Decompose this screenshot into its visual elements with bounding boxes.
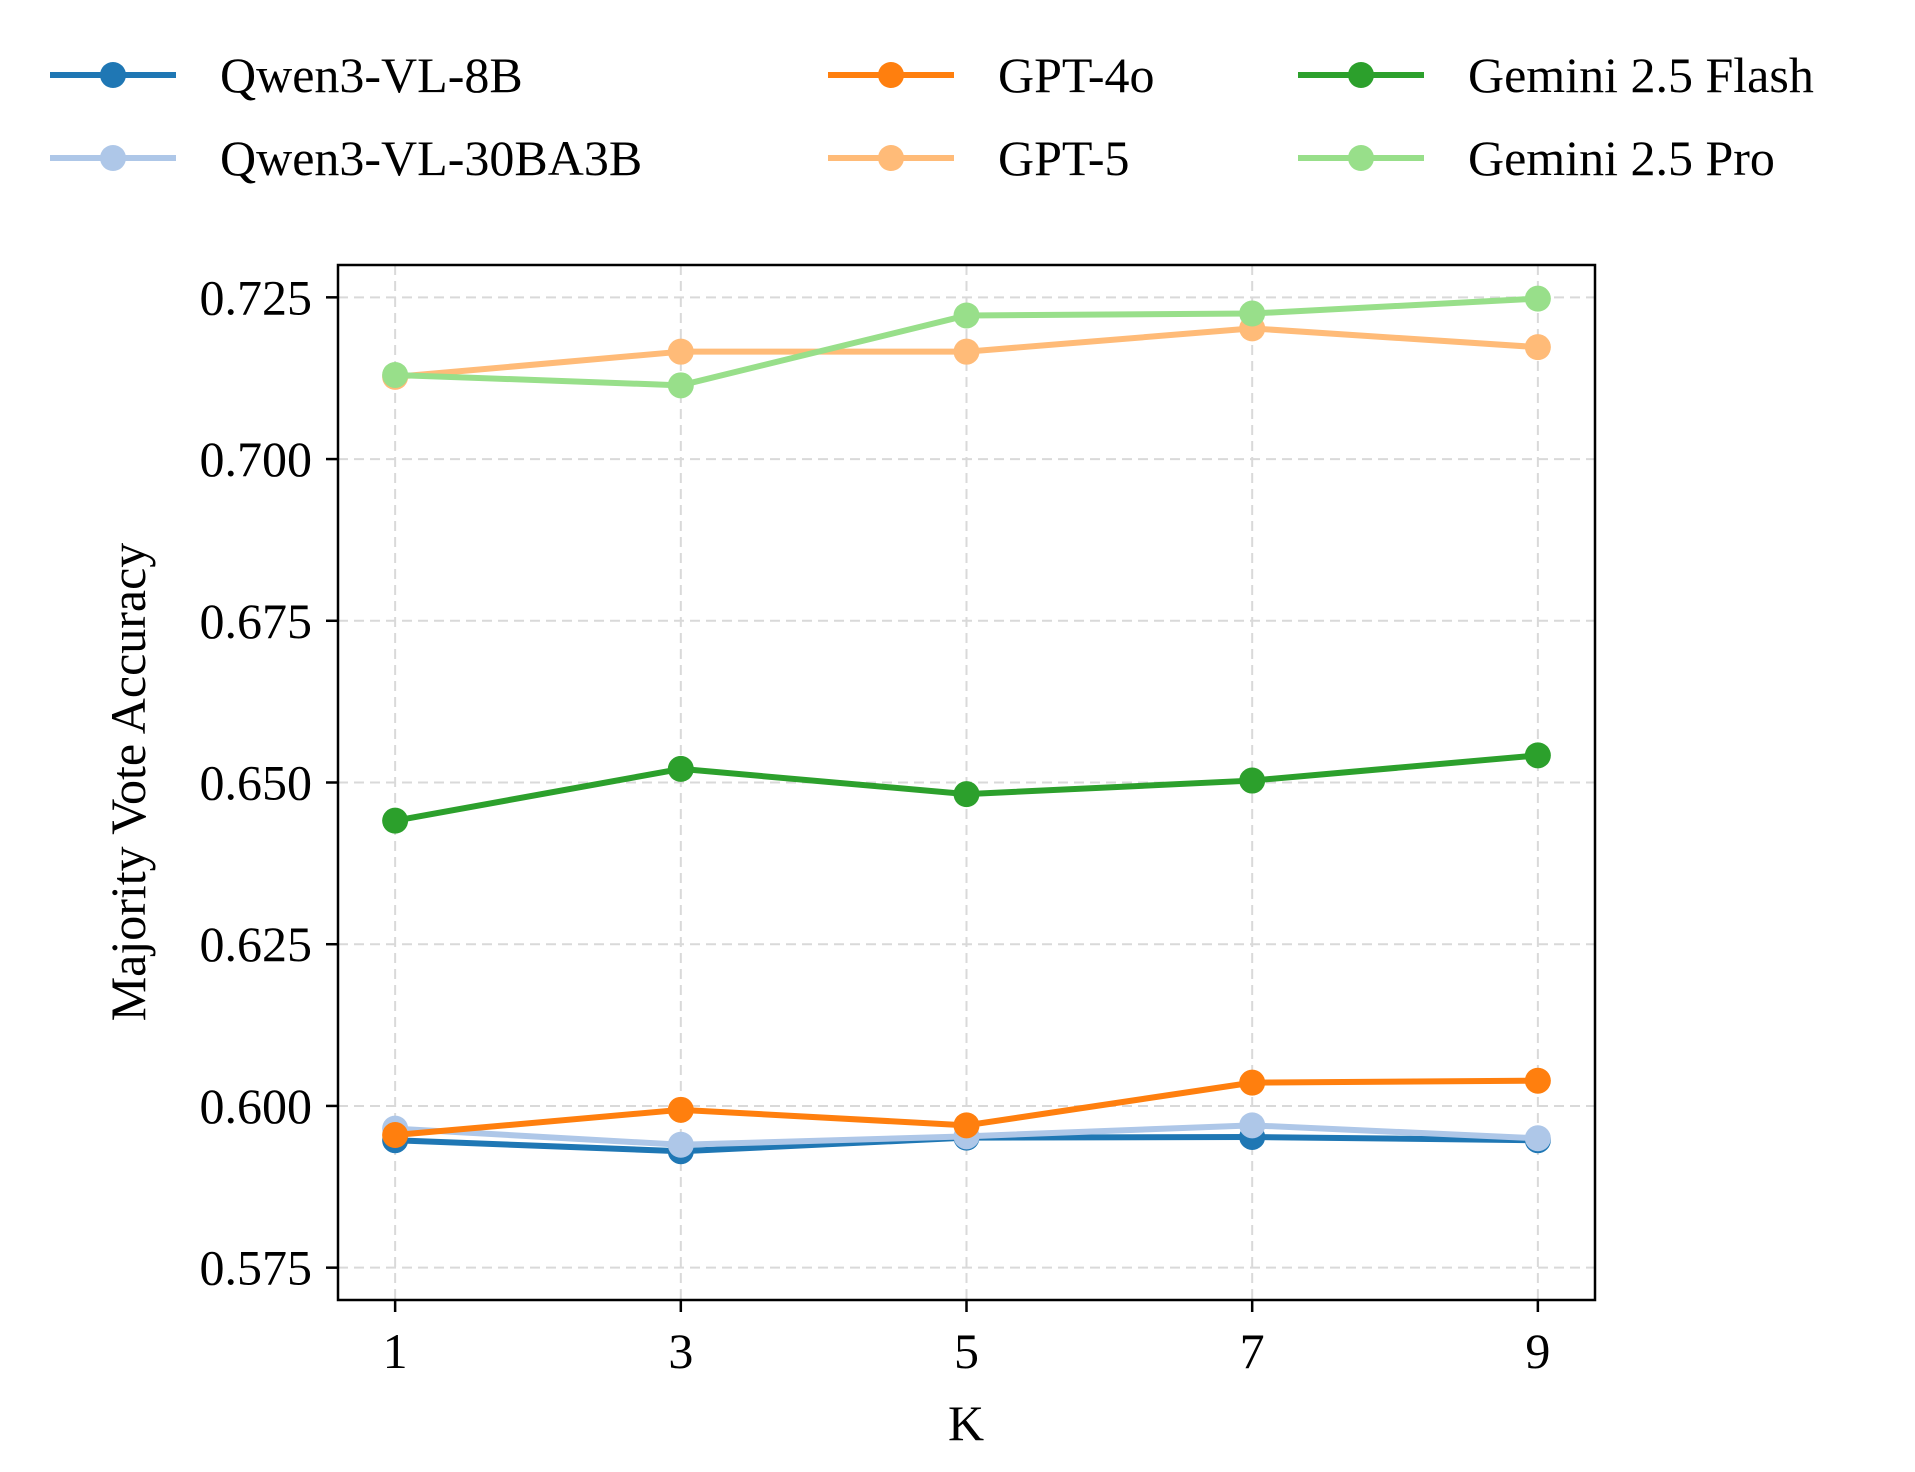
data-point (1524, 742, 1551, 769)
data-point (1239, 767, 1266, 794)
x-tick-label: 9 (1525, 1323, 1550, 1379)
series-gemini-2-5-flash (382, 742, 1551, 834)
data-point (1524, 334, 1551, 361)
x-tick-label: 5 (954, 1323, 979, 1379)
data-point (1239, 300, 1266, 327)
legend-label: Gemini 2.5 Flash (1468, 47, 1814, 103)
legend: Qwen3-VL-8B Qwen3-VL-30BA3B GPT-4o GPT-5 Gem… (50, 47, 1814, 186)
data-point (953, 1112, 980, 1139)
legend-item: Qwen3-VL-30BA3B (50, 130, 642, 186)
data-point (667, 1096, 694, 1123)
legend-label: Qwen3-VL-8B (220, 47, 523, 103)
legend-swatch-marker (1348, 145, 1374, 171)
data-point (1239, 1069, 1266, 1096)
y-tick-label: 0.600 (200, 1078, 313, 1134)
y-axis: 0.575 0.600 0.625 0.650 0.675 0.700 0.725 (200, 269, 338, 1296)
series-gpt-4o (382, 1067, 1551, 1149)
y-tick-label: 0.650 (200, 755, 313, 811)
series-gpt-5 (382, 315, 1551, 390)
data-point (382, 361, 409, 388)
x-axis: 1 3 5 7 9 (383, 1300, 1550, 1379)
legend-swatch-marker (878, 62, 904, 88)
legend-item: GPT-5 (828, 130, 1130, 186)
legend-item: Gemini 2.5 Flash (1298, 47, 1814, 103)
data-point (953, 302, 980, 329)
data-point (667, 755, 694, 782)
data-point (953, 781, 980, 808)
data-point (1239, 1112, 1266, 1139)
y-tick-label: 0.625 (200, 916, 313, 972)
x-tick-label: 7 (1240, 1323, 1265, 1379)
series-layer (382, 285, 1551, 1165)
data-point (953, 338, 980, 365)
x-tick-label: 3 (668, 1323, 693, 1379)
y-tick-label: 0.575 (200, 1240, 313, 1296)
legend-label: Qwen3-VL-30BA3B (220, 130, 642, 186)
legend-swatch-marker (100, 62, 126, 88)
legend-item: Gemini 2.5 Pro (1298, 130, 1775, 186)
legend-item: Qwen3-VL-8B (50, 47, 523, 103)
data-point (667, 372, 694, 399)
legend-swatch-marker (100, 145, 126, 171)
data-point (667, 338, 694, 365)
data-point (667, 1131, 694, 1158)
y-tick-label: 0.725 (200, 269, 313, 325)
legend-label: GPT-4o (998, 47, 1155, 103)
legend-swatch-marker (878, 145, 904, 171)
legend-label: GPT-5 (998, 130, 1130, 186)
data-point (1524, 1125, 1551, 1152)
y-tick-label: 0.675 (200, 593, 313, 649)
data-point (1524, 285, 1551, 312)
data-point (382, 807, 409, 834)
y-axis-title: Majority Vote Accuracy (100, 543, 156, 1022)
data-point (382, 1122, 409, 1149)
data-point (1524, 1067, 1551, 1094)
series-gemini-2-5-pro (382, 285, 1551, 399)
x-axis-title: K (948, 1395, 984, 1451)
x-tick-label: 1 (383, 1323, 408, 1379)
legend-label: Gemini 2.5 Pro (1468, 130, 1775, 186)
legend-item: GPT-4o (828, 47, 1155, 103)
legend-swatch-marker (1348, 62, 1374, 88)
y-tick-label: 0.700 (200, 431, 313, 487)
